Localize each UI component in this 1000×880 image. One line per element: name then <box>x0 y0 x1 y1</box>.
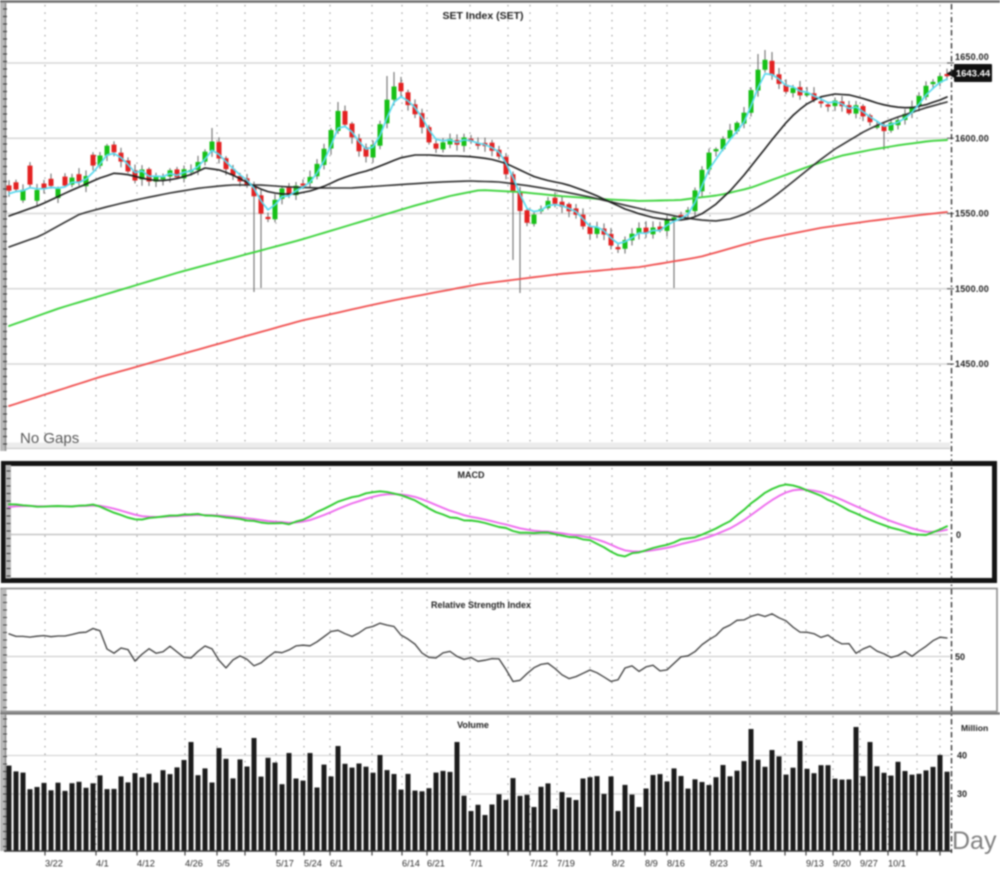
svg-text:6/21: 6/21 <box>427 859 445 869</box>
svg-text:30: 30 <box>957 789 967 799</box>
svg-text:5/24: 5/24 <box>304 859 322 869</box>
svg-text:6/14: 6/14 <box>402 859 420 869</box>
svg-text:1600.00: 1600.00 <box>955 133 989 143</box>
svg-text:5/5: 5/5 <box>217 859 230 869</box>
svg-text:1500.00: 1500.00 <box>955 284 989 294</box>
svg-text:8/23: 8/23 <box>710 859 728 869</box>
svg-text:4/12: 4/12 <box>137 859 155 869</box>
svg-text:7/19: 7/19 <box>557 859 575 869</box>
svg-text:SET Index (SET): SET Index (SET) <box>442 10 523 22</box>
svg-text:8/16: 8/16 <box>667 859 685 869</box>
svg-text:10/1: 10/1 <box>888 859 906 869</box>
svg-text:4/1: 4/1 <box>96 859 109 869</box>
svg-text:No Gaps: No Gaps <box>20 430 79 447</box>
svg-text:9/20: 9/20 <box>833 859 851 869</box>
svg-text:8/2: 8/2 <box>612 859 625 869</box>
svg-text:Volume: Volume <box>457 720 489 730</box>
svg-text:Day: Day <box>952 827 997 855</box>
svg-text:Relative Strength Index: Relative Strength Index <box>431 600 531 610</box>
svg-text:5/17: 5/17 <box>276 859 294 869</box>
svg-text:9/1: 9/1 <box>750 859 763 869</box>
svg-text:0: 0 <box>956 530 961 540</box>
svg-text:1550.00: 1550.00 <box>955 209 989 219</box>
svg-text:8/9: 8/9 <box>645 859 658 869</box>
svg-text:Million: Million <box>961 723 988 733</box>
svg-text:6/1: 6/1 <box>330 859 343 869</box>
svg-text:4/26: 4/26 <box>185 859 203 869</box>
svg-text:7/12: 7/12 <box>530 859 548 869</box>
svg-text:40: 40 <box>957 751 967 761</box>
svg-text:1450.00: 1450.00 <box>955 359 989 369</box>
svg-text:9/13: 9/13 <box>806 859 824 869</box>
svg-text:7/1: 7/1 <box>470 859 483 869</box>
svg-text:1643.44: 1643.44 <box>956 69 991 80</box>
svg-text:1650.00: 1650.00 <box>955 52 989 62</box>
svg-text:50: 50 <box>955 652 965 662</box>
svg-text:3/22: 3/22 <box>45 859 63 869</box>
svg-text:9/27: 9/27 <box>860 859 878 869</box>
svg-text:MACD: MACD <box>458 470 485 480</box>
